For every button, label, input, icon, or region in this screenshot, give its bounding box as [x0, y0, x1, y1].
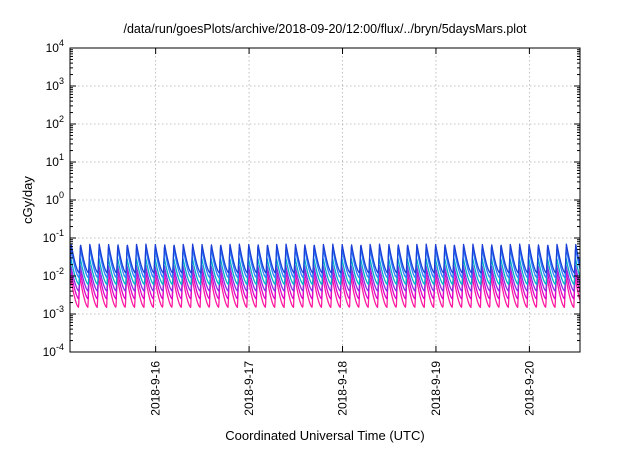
y-axis-tick-labels: 10-4 10-3 10-2 10-1 100 101 102 103 104 [43, 38, 64, 359]
x-axis-label: Coordinated Universal Time (UTC) [225, 428, 424, 443]
y-tick-label: 103 [46, 76, 64, 93]
x-axis-tick-labels: 2018-9-16 2018-9-17 2018-9-18 2018-9-19 2018… [149, 361, 537, 416]
y-tick-label: 100 [46, 190, 64, 207]
series-group [70, 243, 580, 308]
x-tick-label: 2018-9-19 [429, 361, 443, 416]
y-tick-label: 10-1 [43, 228, 64, 245]
y-tick-label: 101 [46, 152, 64, 169]
chart-title: /data/run/goesPlots/archive/2018-09-20/1… [123, 22, 527, 36]
x-tick-label: 2018-9-16 [149, 361, 163, 416]
y-tick-label: 10-2 [43, 266, 64, 283]
x-tick-label: 2018-9-17 [242, 361, 256, 416]
series-line [70, 243, 580, 274]
y-tick-label: 104 [46, 38, 64, 55]
series-line [70, 275, 580, 308]
y-tick-label: 10-3 [43, 304, 64, 321]
y-tick-label: 10-4 [43, 342, 64, 359]
x-tick-label: 2018-9-18 [336, 361, 350, 416]
y-axis-label: cGy/day [20, 176, 35, 224]
y-tick-label: 102 [46, 114, 64, 131]
x-tick-label: 2018-9-20 [522, 361, 536, 416]
grid [70, 48, 580, 352]
axis-ticks [70, 47, 580, 353]
